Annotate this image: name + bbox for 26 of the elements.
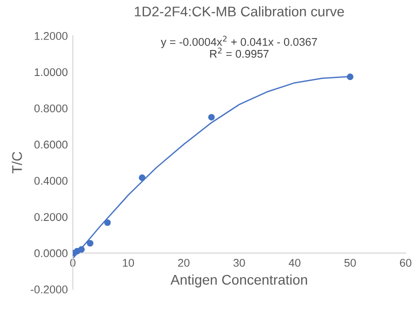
annotation: y = -0.0004x$^{2}$ + 0.041x - 0.0367	[160, 36, 317, 48]
point	[78, 246, 85, 253]
y-tick-label: 1.2000	[34, 32, 68, 40]
x-axis-title: Antigen Concentration	[170, 274, 308, 288]
y-tick-label: 1.0000	[34, 68, 68, 76]
x-tick-label: 10	[122, 258, 134, 267]
x-tick-label: 30	[233, 258, 245, 267]
y-tick-label: 0.2000	[34, 213, 68, 221]
point	[138, 174, 146, 182]
x-tick-label: 20	[178, 258, 190, 267]
point	[86, 240, 94, 247]
point	[208, 114, 215, 121]
x-tick-label: 40	[288, 258, 300, 267]
annotation: R$^{2}$ = 0.9957	[210, 48, 269, 58]
point	[104, 219, 111, 226]
y-axis-title: T/C	[12, 152, 22, 174]
chart-title: 1D2-2F4:CK-MB Calibration curve	[134, 6, 344, 16]
point	[346, 74, 354, 80]
y-tick-label: 0.8000	[34, 104, 68, 112]
x-tick-label: 0	[70, 258, 76, 267]
y-tick-label: 0.6000	[34, 140, 68, 149]
y-tick-label: 0.0000	[34, 249, 68, 258]
x-tick-label: 60	[400, 258, 412, 267]
y-tick-label: -0.2000	[30, 286, 68, 294]
y-tick-label: 0.4000	[34, 176, 68, 185]
x-tick-label: 50	[344, 258, 356, 267]
